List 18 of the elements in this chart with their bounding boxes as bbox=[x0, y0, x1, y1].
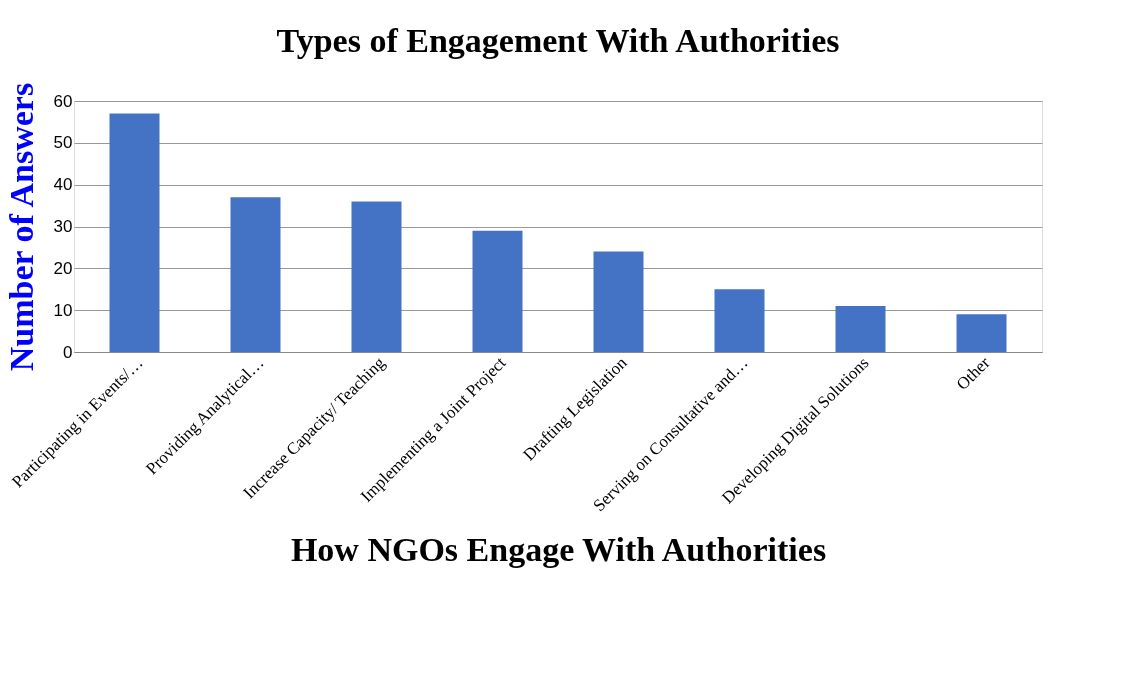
bar bbox=[109, 113, 160, 352]
chart-title: Types of Engagement With Authorities bbox=[276, 22, 840, 60]
y-tick-label: 10 bbox=[53, 300, 73, 320]
y-tick-label: 50 bbox=[53, 133, 73, 153]
bar bbox=[835, 305, 886, 352]
y-tick-label: 20 bbox=[53, 258, 73, 278]
bar bbox=[472, 230, 523, 352]
x-axis-title: How NGOs Engage With Authorities bbox=[290, 531, 827, 569]
bar bbox=[956, 314, 1007, 352]
y-tick-label: 40 bbox=[53, 175, 73, 195]
bar bbox=[230, 197, 281, 352]
y-axis-title: Number of Answers bbox=[2, 82, 40, 372]
y-tick-label: 30 bbox=[53, 217, 73, 236]
y-tick-label: 60 bbox=[53, 91, 73, 111]
bar bbox=[593, 251, 644, 352]
bar bbox=[351, 201, 402, 352]
y-tick-label: 0 bbox=[63, 342, 73, 362]
bar bbox=[714, 289, 765, 352]
